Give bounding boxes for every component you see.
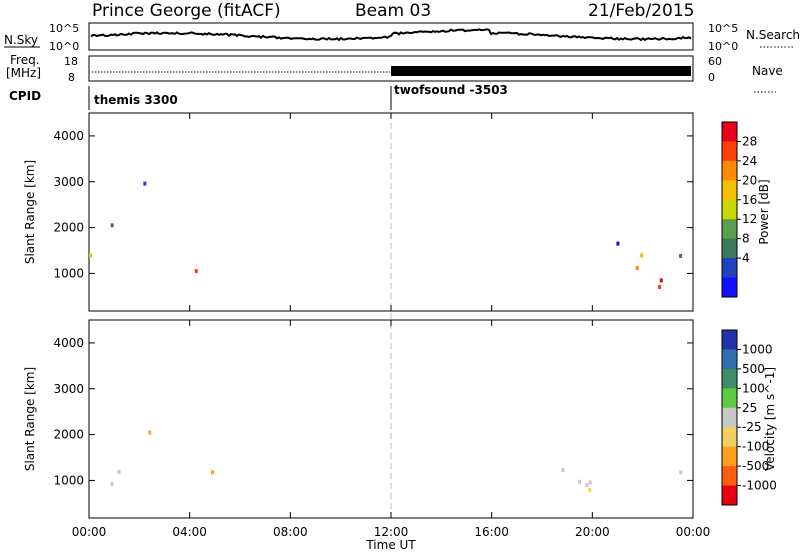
cpid-label: CPID — [9, 89, 41, 103]
noise-right-label: N.Search — [746, 28, 800, 42]
colorbar-swatch — [722, 200, 737, 220]
colorbar-swatch — [722, 447, 737, 467]
noise-panel: N.Sky 10^5 10^0 10^5 10^0 N.Search — [4, 22, 800, 53]
colorbar-tick-label: 16 — [742, 193, 757, 207]
colorbar-swatch — [722, 239, 737, 259]
colorbar-swatch — [722, 408, 737, 428]
power-panel: 4000 3000 2000 1000 Slant Range [km] 28 24 20… — [23, 113, 771, 311]
nave-label: Nave — [752, 64, 783, 78]
colorbar-tick-label: 20 — [742, 173, 757, 187]
echo-cell — [616, 242, 619, 246]
velocity-ylabel: Slant Range [km] — [23, 367, 37, 471]
velocity-colorbar-label: Velocity [m s^-1] — [763, 367, 777, 471]
noise-trace — [91, 29, 691, 40]
colorbar-tick-label: 25 — [742, 401, 757, 415]
cpid-mode-2: twofsound -3503 — [394, 83, 508, 97]
echo-cell — [636, 266, 639, 270]
echo-cell — [578, 480, 581, 484]
colorbar-swatch — [722, 369, 737, 389]
colorbar-swatch — [722, 486, 737, 506]
echo-cell — [585, 483, 588, 487]
velocity-panel: 4000 3000 2000 1000 Slant Range [km] 1000 50… — [23, 320, 777, 518]
y-tick-label: 2000 — [53, 428, 84, 442]
echo-cell — [679, 254, 682, 258]
colorbar-tick-label: 24 — [742, 154, 757, 168]
freq-tick-bottom: 8 — [68, 71, 75, 84]
x-tick-label: 12:00 — [374, 525, 409, 539]
y-tick-label: 2000 — [53, 221, 84, 235]
power-colorbar: 28 24 20 16 12 8 4 — [722, 122, 757, 298]
colorbar-swatch — [722, 388, 737, 408]
power-ylabel: Slant Range [km] — [23, 160, 37, 264]
echo-cell — [660, 278, 663, 282]
colorbar-tick-label: 28 — [742, 134, 757, 148]
echo-cell — [679, 470, 682, 474]
time-axis-label: Time UT — [365, 538, 416, 552]
colorbar-swatch — [722, 330, 737, 350]
echo-cell — [143, 182, 146, 186]
colorbar-tick-label: 500 — [742, 362, 765, 376]
freq-tick-top: 18 — [64, 55, 78, 68]
colorbar-swatch — [722, 122, 737, 142]
colorbar-tick-label: 100 — [742, 381, 765, 395]
colorbar-tick-label: 8 — [742, 232, 750, 246]
echo-cell — [589, 481, 592, 485]
echo-cell — [658, 285, 661, 289]
colorbar-tick-label: -25 — [742, 420, 762, 434]
nave-block — [391, 66, 691, 76]
y-tick-label: 3000 — [53, 382, 84, 396]
echo-cell — [111, 223, 114, 227]
x-tick-label: 00:00 — [72, 525, 107, 539]
y-tick-label: 1000 — [53, 266, 84, 280]
y-tick-label: 1000 — [53, 473, 84, 487]
echo-cell — [89, 253, 92, 257]
colorbar-swatch — [722, 258, 737, 278]
x-tick-label: 04:00 — [172, 525, 207, 539]
noise-right-tick-top: 10^5 — [708, 22, 738, 35]
y-tick-label: 3000 — [53, 175, 84, 189]
echo-cell — [211, 470, 214, 474]
colorbar-swatch — [722, 141, 737, 161]
colorbar-tick-label: 4 — [742, 251, 750, 265]
beam-title: Beam 03 — [355, 1, 431, 21]
noise-left-tick-bottom: 10^0 — [49, 40, 79, 53]
cpid-panel: CPID themis 3300 twofsound -3503 — [9, 83, 508, 110]
date-title: 21/Feb/2015 — [588, 1, 694, 21]
station-title: Prince George (fitACF) — [92, 1, 281, 21]
echo-cell — [561, 468, 564, 472]
echo-cell — [640, 253, 643, 257]
y-tick-label: 4000 — [53, 129, 84, 143]
x-tick-label: 20:00 — [575, 525, 610, 539]
colorbar-tick-label: 12 — [742, 212, 757, 226]
colorbar-swatch — [722, 219, 737, 239]
radar-figure: Prince George (fitACF) Beam 03 21/Feb/20… — [0, 0, 800, 554]
noise-left-tick-top: 10^5 — [49, 22, 79, 35]
noise-right-tick-bottom: 10^0 — [708, 40, 738, 53]
nave-tick-bottom: 0 — [708, 71, 715, 84]
colorbar-swatch — [722, 466, 737, 486]
echo-cell — [195, 269, 198, 273]
echo-cell — [588, 488, 591, 492]
colorbar-swatch — [722, 427, 737, 447]
colorbar-swatch — [722, 278, 737, 298]
x-tick-label: 16:00 — [474, 525, 509, 539]
noise-left-label: N.Sky — [4, 33, 38, 47]
freq-label-line2: [MHz] — [6, 66, 41, 80]
x-tick-label: 08:00 — [273, 525, 308, 539]
colorbar-tick-label: -1000 — [742, 479, 777, 493]
x-tick-label: 00:00 — [676, 525, 711, 539]
echo-cell — [118, 470, 121, 474]
colorbar-tick-label: 1000 — [742, 342, 773, 356]
y-tick-label: 4000 — [53, 336, 84, 350]
nave-tick-top: 60 — [708, 55, 722, 68]
power-colorbar-label: Power [dB] — [757, 179, 771, 244]
freq-label-line1: Freq. — [10, 53, 40, 67]
colorbar-swatch — [722, 349, 737, 369]
colorbar-swatch — [722, 180, 737, 200]
echo-cell — [148, 431, 151, 435]
echo-cell — [111, 482, 114, 486]
colorbar-swatch — [722, 161, 737, 181]
cpid-mode-1: themis 3300 — [94, 93, 178, 107]
